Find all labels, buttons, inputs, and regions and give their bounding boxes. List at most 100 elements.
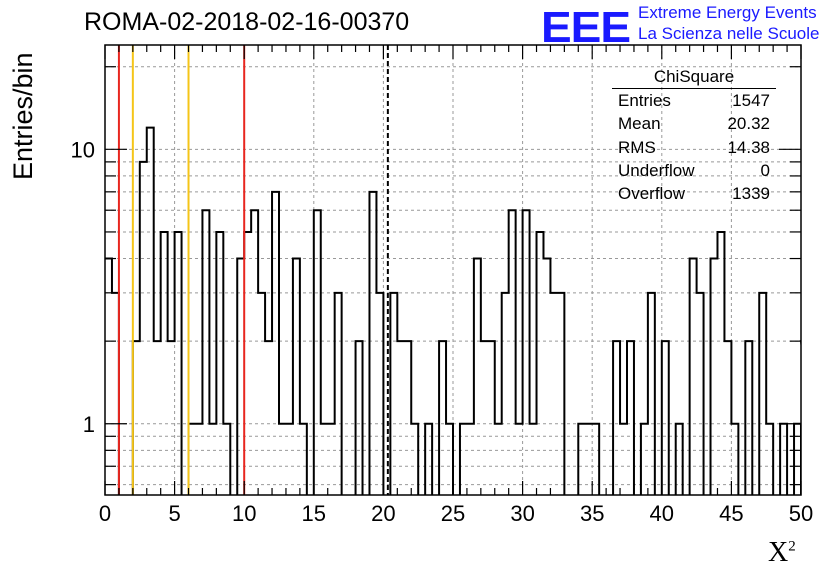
stats-value: 0 [760, 160, 770, 180]
stats-row-mean: Mean 20.32 [610, 112, 778, 135]
histogram-bar [711, 259, 718, 515]
stats-rows: Entries 1547 Mean 20.32 RMS 14.38 Underflow 0 Ov… [610, 89, 778, 205]
stats-box: ChiSquare Entries 1547 Mean 20.32 RMS 14.38 Un… [610, 67, 778, 205]
histogram-bar [133, 341, 140, 515]
histogram-bar [265, 341, 272, 515]
histogram-bar [481, 341, 488, 515]
plot-axes [104, 44, 802, 496]
y-tick-label: 10 [71, 137, 95, 162]
histogram-bar [648, 293, 655, 515]
x-tick-label: 20 [371, 501, 395, 526]
histogram-bar [279, 424, 286, 515]
stats-row-rms: RMS 14.38 [610, 136, 778, 159]
y-axis-label: Entries/bin [8, 52, 38, 180]
histogram-bar [161, 232, 168, 515]
histogram-outline [105, 126, 801, 495]
histogram-bar [543, 259, 550, 515]
histogram-bar [537, 232, 544, 515]
histogram-bar [209, 424, 216, 515]
histogram-bar [550, 293, 557, 515]
stats-value: 1339 [732, 184, 770, 204]
histogram-bar [780, 424, 787, 515]
stats-value: 1547 [732, 91, 770, 110]
x-tick-label: 10 [232, 501, 256, 526]
histogram-bar [335, 293, 342, 515]
histogram-bar [467, 424, 474, 515]
histogram-bar [244, 232, 251, 515]
histogram-bar [717, 232, 724, 515]
histogram-bar [557, 293, 564, 515]
histogram-bar [154, 341, 161, 515]
histogram-bar [293, 259, 300, 515]
histogram-bar [397, 341, 404, 515]
stats-row-overflow: Overflow 1339 [610, 182, 778, 205]
histogram-bar [627, 341, 634, 515]
histogram-bar [676, 424, 683, 515]
x-tick-label: 35 [580, 501, 604, 526]
histogram-bar [404, 341, 411, 515]
x-tick-label: 50 [789, 501, 813, 526]
histogram-bar [168, 341, 175, 515]
histogram-bar [251, 210, 258, 515]
logo-line-1: Extreme Energy Events [638, 3, 817, 22]
histogram-bar [697, 293, 704, 515]
histogram-bar [356, 341, 363, 515]
stats-label: Mean [618, 114, 661, 134]
stats-title: ChiSquare [612, 67, 776, 89]
histogram-bar [745, 341, 752, 515]
histogram-bar [613, 341, 620, 515]
stats-label: RMS [618, 137, 656, 157]
chart-title: ROMA-02-2018-02-16-00370 [84, 8, 410, 36]
histogram-bar [690, 259, 697, 515]
cut-lines [117, 45, 389, 495]
stats-label: Overflow [618, 184, 686, 204]
histogram-bar [759, 293, 766, 515]
histogram-bar [237, 259, 244, 515]
histogram-bar [502, 293, 509, 515]
histogram-bar [439, 341, 446, 515]
histogram-bar [495, 424, 502, 515]
x-tick-label: 25 [441, 501, 465, 526]
histogram-bar [286, 424, 293, 515]
histogram-bar [509, 210, 516, 515]
histogram-bar [411, 424, 418, 515]
histogram-bar [258, 293, 265, 515]
x-tick-label: 5 [168, 501, 180, 526]
x-tick-label: 40 [650, 501, 674, 526]
histogram-bar [216, 232, 223, 515]
tick-labels: 0 5 10 15 20 25 30 35 40 45 50 1 10 [71, 137, 814, 526]
histogram-bar [488, 341, 495, 515]
histogram-bar [376, 293, 383, 515]
stats-value: 14.38 [727, 137, 770, 157]
histogram-bar [202, 210, 209, 515]
histogram-bar [390, 293, 397, 515]
histogram-bars [105, 126, 801, 515]
histogram-bar [189, 424, 196, 515]
histogram-bar [147, 128, 154, 515]
histogram-bar [641, 424, 648, 515]
histogram-bar [662, 341, 669, 515]
x-axis-label: X2 [768, 537, 796, 568]
x-tick-label: 15 [302, 501, 326, 526]
stats-label: Entries [618, 91, 671, 110]
stats-label: Underflow [618, 160, 695, 180]
bar-group [105, 126, 801, 515]
histogram-bar [195, 424, 202, 515]
x-tick-label: 0 [99, 501, 111, 526]
x-tick-label: 30 [510, 501, 534, 526]
histogram-bar [175, 232, 182, 515]
stats-row-entries: Entries 1547 [610, 89, 778, 112]
histogram-bar [223, 424, 230, 515]
histogram-bar [425, 424, 432, 515]
stats-row-underflow: Underflow 0 [610, 159, 778, 182]
stats-value: 20.32 [727, 114, 770, 134]
histogram-bar [474, 259, 481, 515]
logo-line-2: La Scienza nelle Scuole [638, 24, 820, 43]
histogram-bar [112, 293, 119, 515]
histogram-bar [328, 424, 335, 515]
histogram-bar [724, 341, 731, 515]
histogram-bar [140, 162, 147, 515]
histogram-bar [523, 210, 530, 515]
eee-logo: EEE [541, 2, 631, 52]
